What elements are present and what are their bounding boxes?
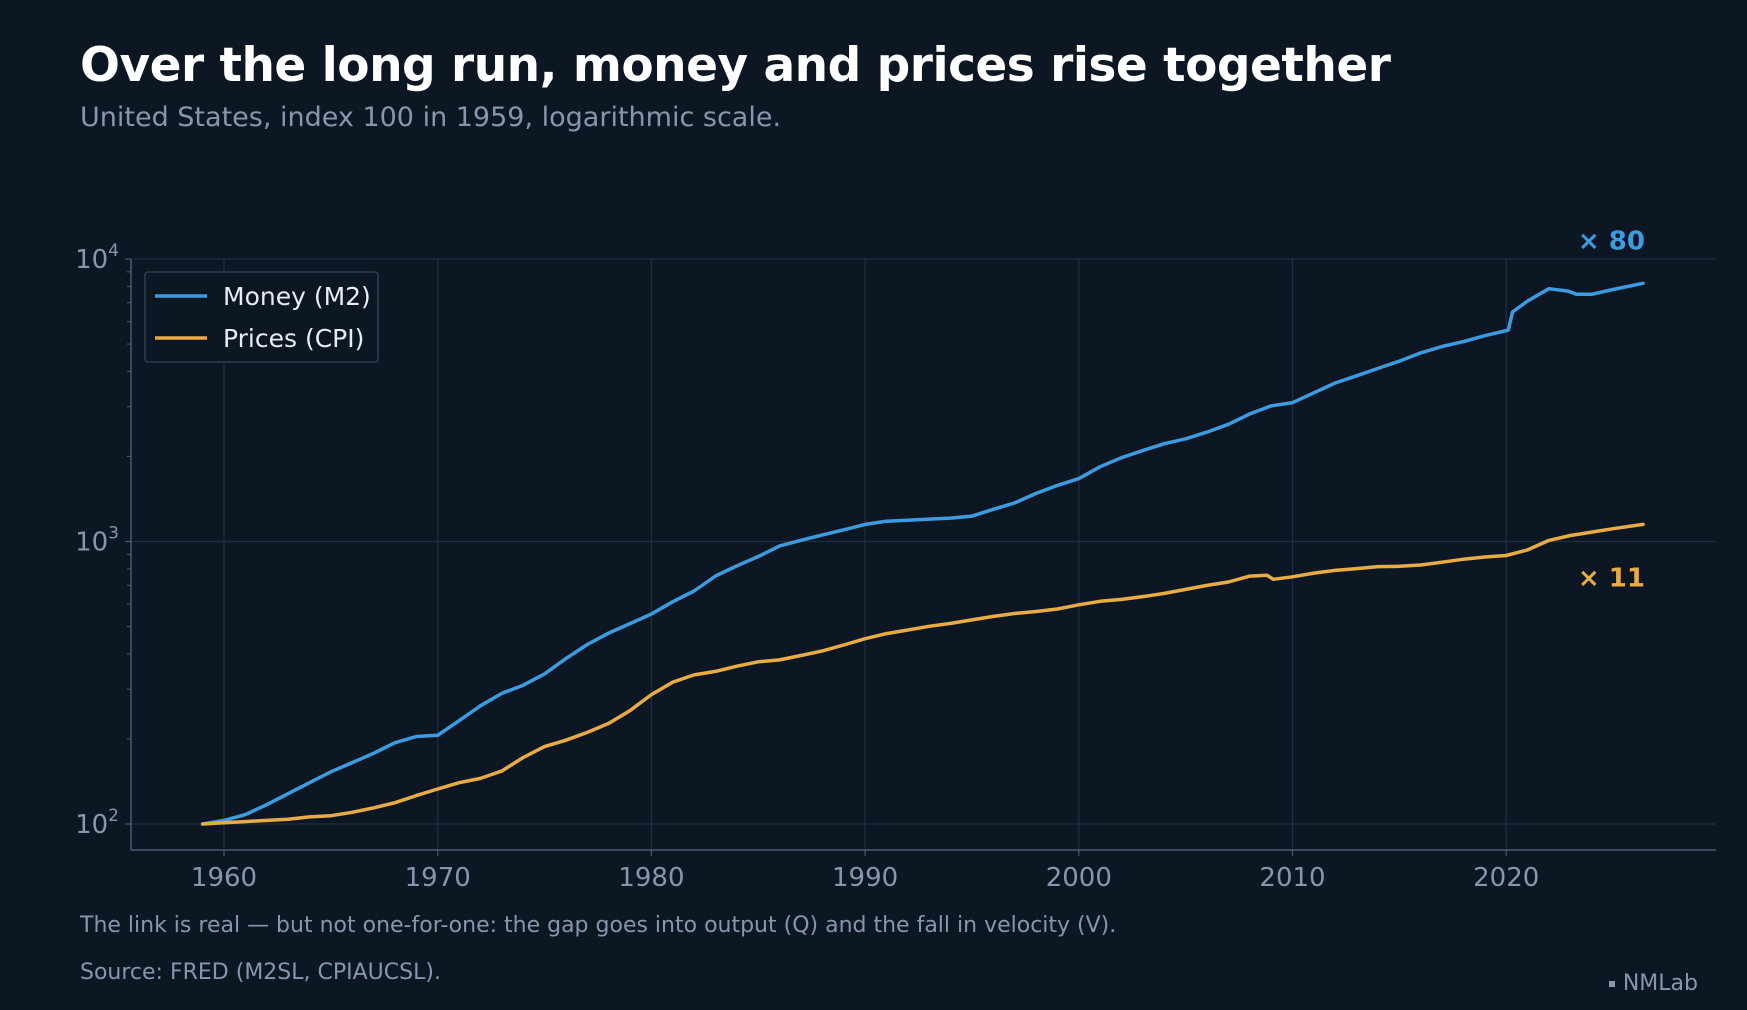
x-tick-label: 1970 [405, 863, 471, 893]
chart-subtitle: United States, index 100 in 1959, logari… [80, 102, 782, 133]
brand-label: NMLab [1622, 971, 1698, 996]
series-end-label: × 80 [1578, 226, 1645, 256]
axes: 1960 1970 1980 1990 2000 2010 2020 102 103 104 [75, 241, 1716, 893]
brand-credit: NMLab [1608, 971, 1698, 996]
x-tick-label: 1960 [191, 863, 257, 893]
legend-label: Money (M2) [223, 282, 371, 311]
brand-mark-icon [1608, 980, 1615, 987]
series-lines [200, 281, 1645, 826]
series-line-m2 [200, 281, 1645, 826]
y-tick-label: 104 [75, 241, 119, 275]
x-tick-label: 2020 [1473, 863, 1539, 893]
legend: Money (M2) Prices (CPI) [144, 271, 379, 363]
end-labels: × 80 × 11 [1578, 226, 1645, 593]
x-tick-label: 1990 [832, 863, 898, 893]
x-tick-label: 2010 [1259, 863, 1325, 893]
legend-label: Prices (CPI) [223, 324, 364, 353]
series-end-label: × 11 [1578, 563, 1645, 593]
y-tick-label: 103 [75, 524, 119, 558]
chart-title: Over the long run, money and prices rise… [80, 38, 1391, 93]
x-tick-label: 1980 [618, 863, 684, 893]
chart-note: The link is real — but not one-for-one: … [80, 913, 1117, 938]
chart-source: Source: FRED (M2SL, CPIAUCSL). [80, 960, 441, 985]
x-tick-label: 2000 [1046, 863, 1112, 893]
y-tick-label: 102 [75, 806, 119, 840]
series-line-cpi [200, 522, 1645, 826]
